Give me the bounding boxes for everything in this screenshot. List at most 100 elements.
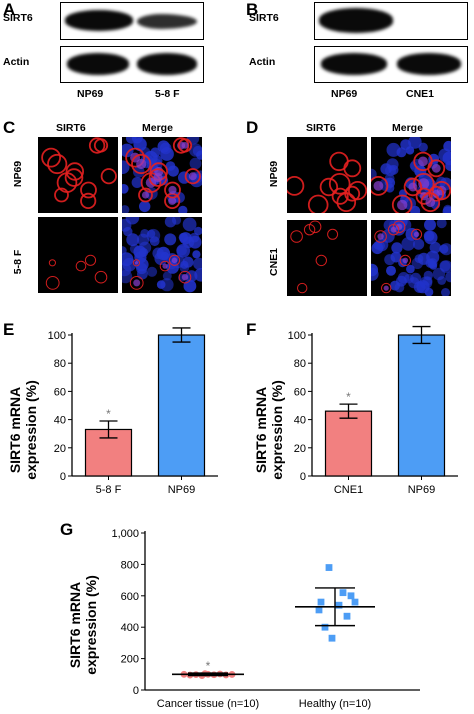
cell-nucleus-overlap: [168, 185, 177, 195]
chart-g-point-1-7: [328, 634, 336, 642]
micro-d-r1-merge: [371, 137, 451, 213]
chart-e-ytick-label: 20: [54, 443, 66, 455]
chart-g-ytick-label: 200: [121, 654, 139, 666]
cell: [48, 259, 56, 267]
cell: [100, 168, 117, 185]
nucleus: [160, 147, 174, 161]
blot-b-actin-band-2: [397, 53, 461, 75]
cell: [148, 168, 168, 187]
blot-b-actin-band-1: [321, 53, 387, 75]
cell-nucleus-overlap: [373, 181, 384, 191]
panel-letter-d: D: [246, 118, 259, 137]
cell-nucleus-overlap: [188, 172, 197, 181]
panel-letter-e: E: [3, 320, 15, 339]
cell: [336, 192, 357, 212]
blot-a-sirt6: [60, 2, 204, 40]
cell: [374, 230, 387, 243]
cell: [80, 192, 97, 210]
chart-g-point-1-0: [325, 564, 333, 571]
blot-a-actin: [60, 46, 204, 83]
chart-g-xtick-label-1: Healthy (n=10): [299, 698, 371, 710]
cell: [172, 137, 190, 154]
micro-d-r2-sirt6: [287, 220, 367, 296]
chart-e-ylabel: SIRT6 mRNA expression (%): [7, 380, 39, 480]
nucleus: [122, 143, 134, 158]
cell-nucleus-overlap: [377, 233, 384, 240]
chart-f-ytick-label: 20: [294, 443, 306, 455]
panel-letter-g: G: [60, 520, 74, 539]
cell-nucleus-overlap: [141, 191, 150, 199]
nucleus: [386, 265, 396, 276]
chart-e-ylabel-line2: expression (%): [23, 380, 39, 480]
chart-f-ytick-label: 80: [294, 358, 306, 370]
blot-a-lane1: NP69: [77, 88, 104, 100]
nucleus: [436, 220, 447, 229]
cell: [64, 168, 84, 187]
cell: [297, 282, 308, 294]
nucleus: [146, 266, 158, 277]
chart-e-xtick-label-0: 5-8 F: [96, 484, 122, 496]
nucleus: [164, 217, 177, 228]
chart-e-xtick-label-1: NP69: [168, 484, 196, 496]
chart-e-ytick-label: 60: [54, 386, 66, 398]
micro-c-r2-sirt6: [38, 217, 118, 293]
nucleus: [189, 157, 202, 170]
nucleus: [386, 142, 401, 157]
nucleus: [425, 258, 435, 268]
chart-f-bar-0: [324, 410, 373, 477]
micro-d-col2-title: Merge: [392, 122, 423, 134]
chart-g-ytick-label: 1,000: [111, 528, 139, 540]
cell: [41, 147, 62, 168]
nucleus: [422, 276, 433, 286]
cell: [94, 270, 108, 284]
cell-nucleus-overlap: [432, 189, 440, 198]
cell: [132, 259, 140, 267]
cell-nucleus-overlap: [162, 263, 168, 269]
cell: [381, 282, 392, 294]
nucleus: [401, 237, 415, 251]
nucleus: [410, 205, 421, 213]
chart-e-ytick-label: 0: [60, 471, 66, 483]
nucleus: [391, 242, 403, 254]
chart-g: SIRT6 mRNA expression (%) 0 200 400 600 800 1…: [67, 528, 420, 710]
chart-e-ytick-label: 40: [54, 415, 66, 427]
nucleus: [196, 150, 202, 160]
cell-nucleus-overlap: [395, 223, 403, 230]
cell: [131, 153, 152, 175]
chart-f-ylabel-line2: expression (%): [269, 380, 285, 480]
cell: [315, 254, 327, 267]
chart-f: SIRT6 mRNA expression (%) 0 20 40 60 80 100 CN…: [253, 325, 458, 496]
blot-a-row2-label: Actin: [3, 56, 30, 68]
chart-g-point-1-6: [343, 612, 351, 620]
cell: [327, 228, 339, 240]
cell: [178, 270, 192, 284]
cell-nucleus-overlap: [136, 158, 147, 170]
blot-a-sirt6-band-1: [65, 10, 133, 31]
chart-g-point-1-9: [351, 598, 359, 606]
nucleus: [149, 236, 160, 247]
nucleus: [406, 264, 415, 274]
chart-f-bar-1: [397, 334, 446, 477]
cell: [411, 228, 423, 240]
cell-nucleus-overlap: [408, 182, 418, 192]
chart-g-xtick-label-0: Cancer tissue (n=10): [157, 698, 259, 710]
chart-g-significance: *: [206, 659, 211, 673]
nucleus: [182, 217, 197, 232]
cell: [65, 162, 85, 181]
micro-c-row1-label: NP69: [12, 160, 24, 188]
cell-nucleus-overlap: [397, 199, 408, 211]
cell: [415, 187, 433, 205]
micro-d-r1-sirt6: [287, 137, 367, 213]
cell: [287, 176, 305, 196]
chart-f-ytick-label: 0: [300, 471, 306, 483]
nucleus: [414, 254, 424, 263]
cell: [328, 173, 351, 195]
cell: [88, 137, 106, 154]
chart-f-significance: *: [346, 390, 351, 404]
cell: [168, 254, 181, 266]
cell: [420, 192, 441, 212]
cell: [184, 168, 201, 185]
nucleus: [136, 262, 148, 275]
micro-c-col1-title: SIRT6: [56, 122, 86, 134]
cell: [45, 276, 60, 290]
